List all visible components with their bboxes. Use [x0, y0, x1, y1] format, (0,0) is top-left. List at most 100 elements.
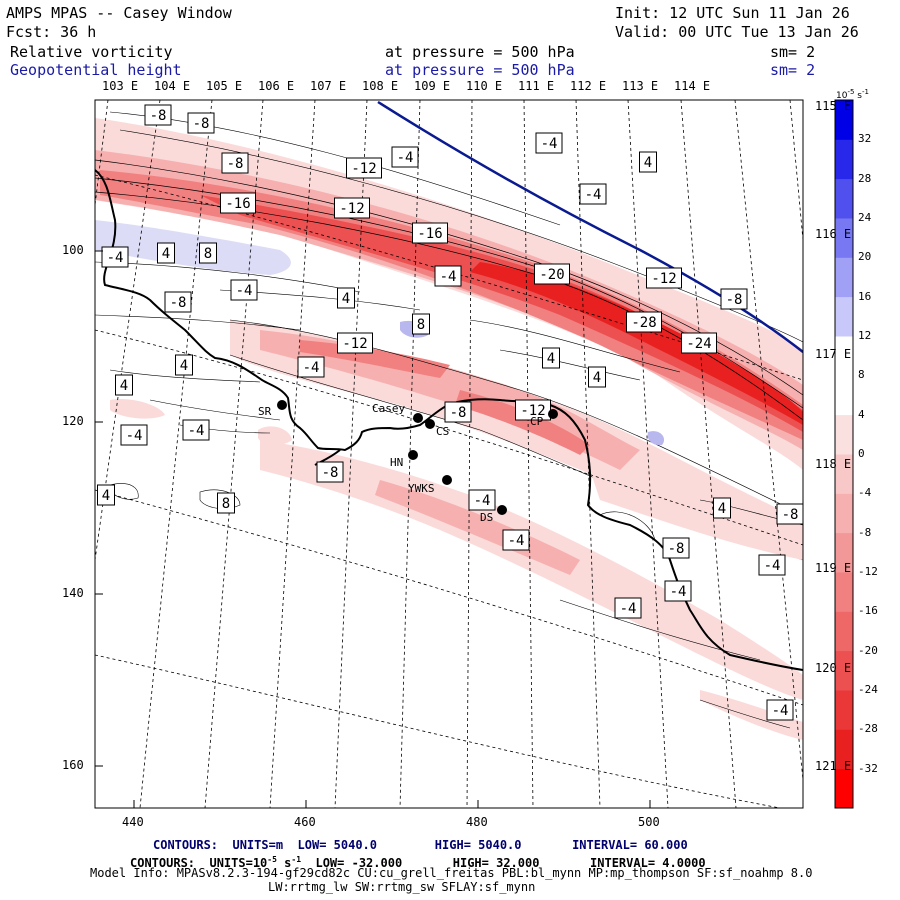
station-marker-cs[interactable]: [425, 419, 435, 429]
contour-label: -8: [444, 401, 472, 423]
vorticity-main-trough: [95, 111, 803, 470]
svg-text:-24: -24: [686, 336, 711, 352]
contours-high: HIGH= 32.000: [452, 856, 540, 870]
contour-label: -4: [614, 597, 642, 619]
colorbar-swatch: [835, 454, 853, 494]
contour-label: -8: [221, 152, 249, 174]
y-tick-label: 160: [62, 758, 84, 772]
contour-label: 8: [217, 492, 235, 514]
svg-text:-4: -4: [236, 283, 253, 299]
contour-label: -8: [316, 461, 344, 483]
contour-label: 4: [713, 497, 731, 519]
colorbar-swatch: [835, 650, 853, 691]
right-longitude-label: 115 E: [815, 99, 852, 113]
contour-label: -4: [502, 529, 530, 551]
svg-text:-12: -12: [651, 271, 676, 287]
colorbar-label: 16: [858, 289, 872, 303]
axis-ticks: [95, 250, 651, 808]
contour-label: -24: [681, 332, 717, 354]
svg-text:-4: -4: [188, 423, 205, 439]
top-longitude-label: 113 E: [622, 79, 659, 93]
colorbar-label: -28: [858, 722, 878, 736]
station-label-ywks: YWKS: [408, 482, 435, 495]
svg-text:-8: -8: [170, 295, 187, 311]
station-label-cp: CP: [530, 415, 544, 428]
svg-text:-8: -8: [193, 116, 210, 132]
station-marker-ds[interactable]: [497, 505, 507, 515]
station-marker-hn[interactable]: [408, 450, 418, 460]
contours-high: HIGH= 5040.0: [434, 838, 522, 852]
contour-label: -4: [101, 246, 129, 268]
colorbar-swatch: [835, 768, 853, 809]
colorbar-swatch: [835, 572, 853, 612]
colorbar-swatch: [835, 257, 853, 298]
svg-text:-8: -8: [150, 108, 167, 124]
svg-text:-4: -4: [541, 136, 558, 152]
colorbar-label: 12: [858, 329, 872, 342]
colorbar-swatch: [835, 218, 853, 258]
contour-label: -28: [626, 311, 662, 333]
contours-height-line: CONTOURS: UNITS=m LOW= 5040.0 HIGH= 5040…: [153, 839, 688, 852]
model-info: Model Info: MPASv8.2.3-194-gf29cd82c CU:…: [90, 866, 813, 880]
colorbar-swatch: [835, 611, 853, 652]
top-longitude-label: 109 E: [414, 79, 451, 93]
station-label-cs: CS: [436, 425, 449, 438]
positive-vorticity-patch: [95, 220, 291, 275]
station-marker-ywks[interactable]: [442, 475, 452, 485]
vorticity-southern-band: [260, 440, 803, 700]
colorbar-label: -32: [858, 761, 878, 775]
colorbar-label: -16: [858, 604, 878, 618]
svg-text:-4: -4: [474, 493, 491, 509]
top-longitude-label: 104 E: [154, 79, 191, 93]
contour-label: 8: [199, 242, 217, 264]
svg-text:-16: -16: [417, 226, 442, 242]
negative-vorticity-patch: [258, 426, 292, 446]
station-label-sr: SR: [258, 405, 272, 418]
svg-text:-8: -8: [668, 541, 685, 557]
svg-text:4: 4: [180, 358, 188, 374]
colorbar-swatch: [835, 139, 853, 180]
colorbar-units: 10-5 s-1: [836, 88, 869, 101]
contour-label: 4: [157, 242, 175, 264]
station-label-casey: Casey: [372, 402, 405, 415]
field1-smoothing: sm= 2: [770, 43, 816, 61]
colorbar-label: 32: [858, 132, 872, 146]
contour-labels: -8 -8 -8 -12 -4 -4 4 -4 -16 -12 -16 -4 4 8 -4 -20 -12 -8 -…: [97, 104, 803, 721]
contours-units: UNITS=m: [232, 838, 284, 852]
valid-time: Valid: 00 UTC Tue 13 Jan 26: [615, 23, 859, 41]
station-marker-sr[interactable]: [277, 400, 287, 410]
station-marker-casey[interactable]: [413, 413, 423, 423]
station-label-hn: HN: [390, 456, 403, 469]
station-label-ds: DS: [480, 511, 493, 524]
x-tick-label: 500: [638, 815, 660, 829]
contour-label: -4: [468, 489, 496, 511]
svg-text:-4: -4: [670, 584, 687, 600]
contour-label: 4: [175, 354, 193, 376]
svg-text:4: 4: [644, 155, 652, 171]
colorbar-label: -24: [858, 683, 878, 696]
top-longitude-label: 110 E: [466, 79, 503, 93]
colorbar-label: -4: [858, 486, 872, 500]
contours-interval: INTERVAL= 60.000: [572, 838, 688, 852]
forecast-hour: Fcst: 36 h: [6, 23, 97, 41]
contour-label: -4: [579, 183, 607, 205]
colorbar-label: -12: [858, 565, 878, 578]
right-longitude-label: 120 E: [815, 661, 852, 675]
contour-label: -4: [297, 356, 325, 378]
svg-text:4: 4: [718, 501, 726, 517]
top-longitude-label: 114 E: [674, 79, 711, 93]
contours-units: UNITS=10-5 s-1: [209, 855, 302, 870]
svg-text:-20: -20: [539, 267, 564, 283]
plot-frame: [94, 99, 804, 809]
colorbar-label: 8: [858, 368, 865, 382]
colorbar-swatch: [835, 690, 853, 730]
svg-text:8: 8: [222, 496, 230, 512]
svg-text:-8: -8: [782, 507, 799, 523]
contour-label: -8: [720, 288, 748, 310]
x-tick-label: 480: [466, 815, 488, 829]
negative-vorticity-patch: [110, 399, 165, 419]
station-marker-cp[interactable]: [548, 409, 558, 419]
svg-text:-8: -8: [450, 405, 467, 421]
colorbar-swatch: [835, 532, 853, 573]
colorbar-swatch: [835, 336, 853, 376]
